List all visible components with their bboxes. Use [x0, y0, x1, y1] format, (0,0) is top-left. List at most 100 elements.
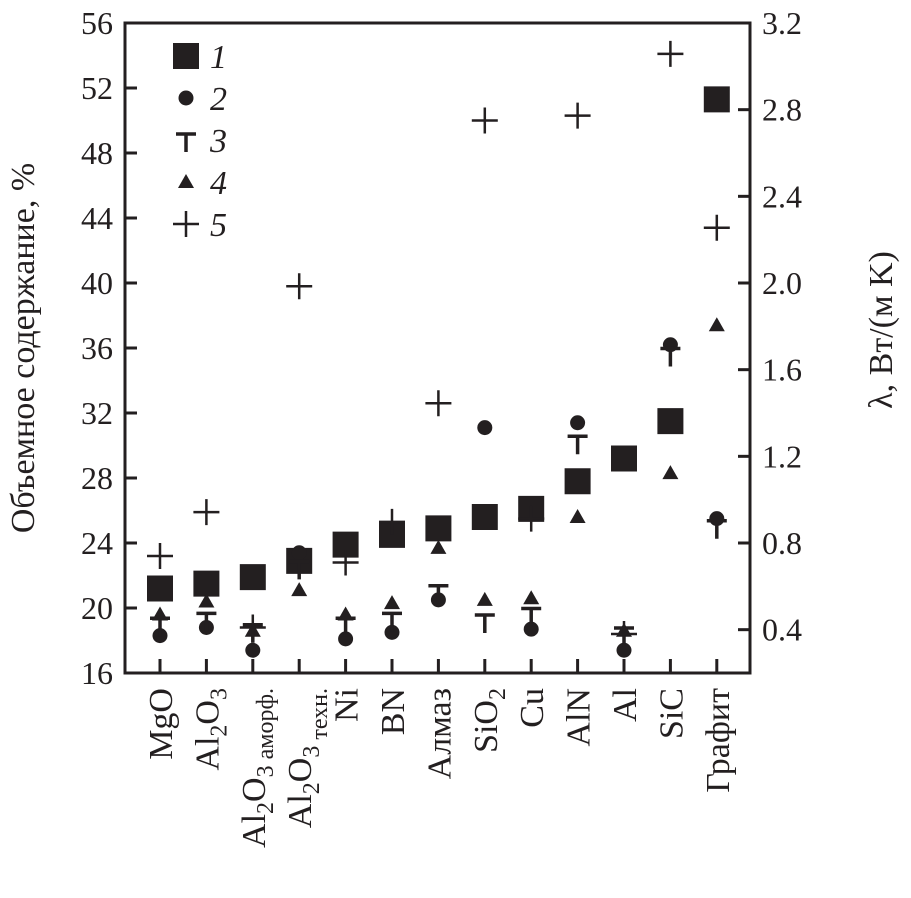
label-text: Алмаз [421, 688, 458, 779]
y2-tick-label: 1.2 [762, 438, 802, 474]
legend-marker-circle [178, 90, 194, 106]
x-tick-label: Al2O3 [189, 688, 232, 771]
data-point-plus [332, 549, 359, 576]
label-text: O [189, 700, 226, 725]
series-2 [152, 337, 725, 658]
y-tick-label: 52 [81, 70, 113, 106]
data-point-triangle [708, 317, 725, 332]
data-point-square [564, 468, 591, 495]
data-point-triangle [291, 582, 308, 597]
legend: 1 2 3 4 5 [173, 39, 227, 244]
data-point-square [239, 564, 266, 591]
data-point-tee [428, 584, 449, 604]
subscript: 3 [299, 746, 325, 758]
y-tick-label: 16 [81, 655, 113, 691]
data-point-square [147, 575, 173, 602]
data-point-tee [706, 519, 727, 539]
data-point-triangle [152, 606, 168, 621]
data-point-plus [147, 543, 173, 569]
x-tick-label: Алмаз [421, 688, 458, 779]
y-tick-label: 44 [81, 200, 113, 236]
legend-marker-plus [173, 211, 199, 237]
data-point-square [471, 504, 498, 530]
data-point-plus [193, 499, 220, 526]
subscript: техн. [307, 688, 333, 746]
subscript: 2 [299, 782, 325, 794]
subscript: 2 [485, 688, 511, 700]
x-tick-label: Графит [700, 688, 737, 793]
label-text: Ni [329, 688, 366, 722]
legend-label: 4 [210, 165, 227, 202]
label-text: SiC [653, 688, 690, 739]
data-point-triangle [523, 590, 540, 605]
y2-tick-label: 2.8 [762, 92, 802, 128]
x-tick-label: BN [375, 688, 412, 735]
legend-label: 3 [209, 123, 227, 160]
y-tick-label: 48 [81, 135, 113, 171]
x-tick-label: SiO2 [468, 688, 511, 753]
x-tick-label: MgO [143, 688, 180, 760]
data-point-plus [379, 508, 405, 535]
data-point-circle [570, 415, 586, 431]
data-point-square [425, 515, 452, 542]
data-point-triangle [662, 465, 679, 480]
data-point-triangle [476, 591, 493, 606]
data-point-circle [384, 624, 400, 640]
x-tick-label: Cu [514, 688, 551, 728]
legend-label: 5 [210, 207, 227, 244]
data-point-triangle [430, 539, 447, 554]
label-text: Графит [700, 688, 737, 793]
y2-tick-label: 3.2 [762, 5, 802, 41]
legend-marker-square [173, 43, 199, 69]
legend-marker-triangle [178, 174, 194, 188]
data-point-tee [521, 606, 542, 627]
subscript: 3 аморф. [253, 688, 279, 777]
data-point-triangle [384, 595, 400, 610]
legend-label: 1 [210, 39, 227, 76]
y2-tick-label: 0.8 [762, 525, 802, 561]
legend-marker-tee [176, 132, 196, 152]
y2-tick-label: 2.0 [762, 265, 802, 301]
y-tick-label: 36 [81, 330, 113, 366]
x-tick-label: Al [607, 688, 644, 722]
label-text: SiO [468, 700, 505, 753]
data-point-triangle [198, 593, 215, 608]
data-point-square [657, 408, 684, 435]
label-text: Al [282, 794, 319, 828]
label-text: MgO [143, 688, 180, 760]
subscript: 2 [206, 725, 232, 737]
data-point-square [611, 445, 637, 472]
label-text: Al [236, 814, 273, 848]
y-axis-label: Объемное содержание, % [5, 163, 42, 533]
y-tick-label: 24 [81, 525, 113, 561]
x-tick-label: Al2O3 аморф. [236, 688, 279, 848]
series-5 [147, 40, 730, 647]
label-text: Al [607, 688, 644, 722]
data-point-circle [291, 545, 307, 561]
data-point-plus [611, 621, 637, 647]
x-tick-label: SiC [653, 688, 690, 739]
y2-tick-label: 1.6 [762, 352, 802, 388]
subscript: 2 [253, 802, 279, 814]
y-tick-label: 40 [81, 265, 113, 301]
y2-tick-label: 0.4 [762, 612, 802, 648]
y-tick-label: 20 [81, 590, 113, 626]
data-point-square [193, 570, 220, 597]
data-point-plus [286, 273, 313, 300]
data-point-triangle [569, 509, 586, 523]
label-text: O [236, 777, 273, 802]
data-point-plus [657, 40, 684, 67]
data-point-triangle [337, 606, 354, 621]
series-4 [152, 317, 725, 637]
label-text: AlN [561, 688, 598, 747]
data-point-tee [660, 346, 681, 367]
x-tick-label: Al2O3 техн. [282, 688, 333, 828]
y-tick-label: 56 [81, 5, 113, 41]
data-point-tee [474, 613, 495, 633]
label-text: Cu [514, 688, 551, 728]
subscript: 3 [206, 688, 232, 700]
label-text: O [282, 758, 319, 783]
data-point-plus [471, 107, 498, 134]
data-point-circle [245, 642, 261, 658]
